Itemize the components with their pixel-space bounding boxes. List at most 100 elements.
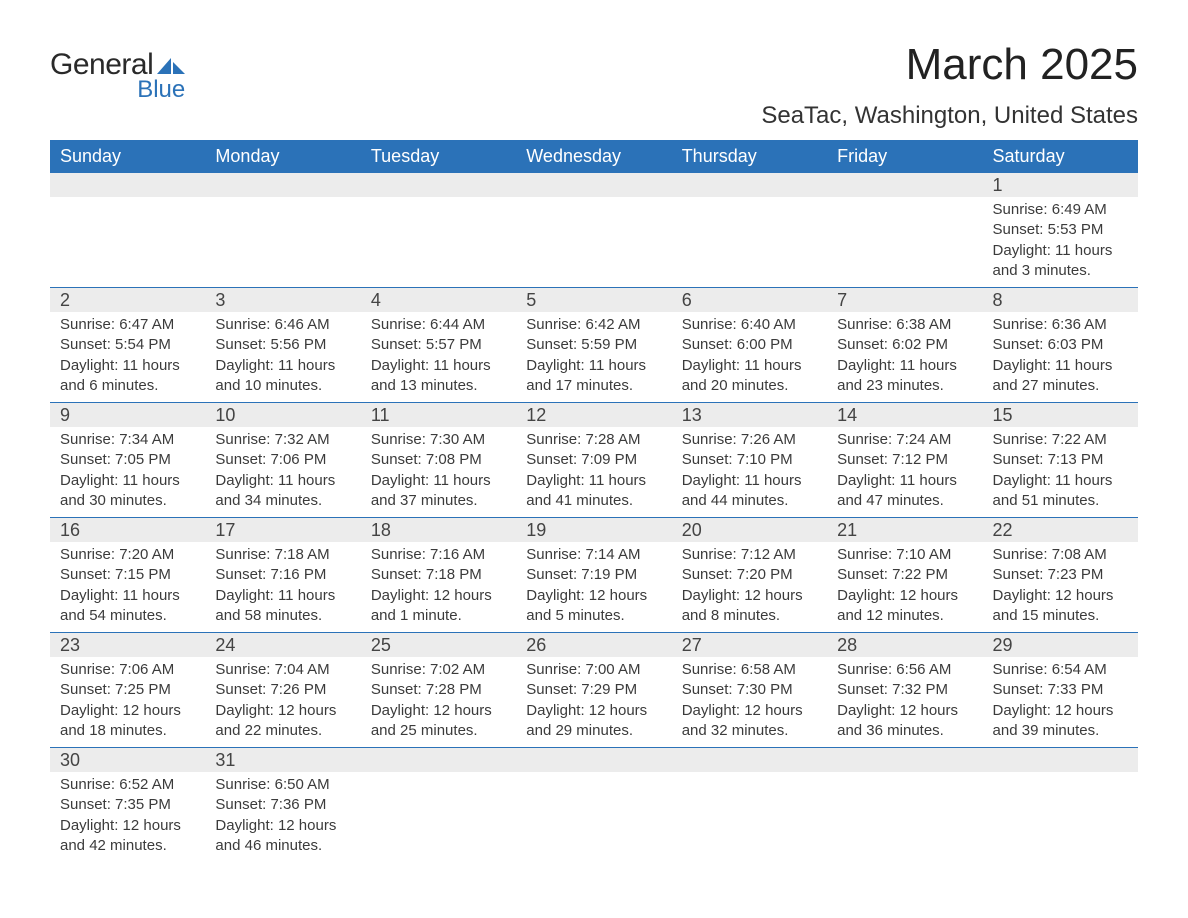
day-number-cell	[827, 173, 982, 197]
day-header-row: Sunday Monday Tuesday Wednesday Thursday…	[50, 140, 1138, 173]
day-header-sat: Saturday	[983, 140, 1138, 173]
day-number-cell: 8	[983, 288, 1138, 313]
daynum-row: 2345678	[50, 288, 1138, 313]
day-details: Sunrise: 6:47 AMSunset: 5:54 PMDaylight:…	[60, 315, 195, 396]
day-detail-cell: Sunrise: 6:47 AMSunset: 5:54 PMDaylight:…	[50, 312, 205, 403]
day-detail-cell: Sunrise: 7:06 AMSunset: 7:25 PMDaylight:…	[50, 657, 205, 748]
day-number-cell: 23	[50, 633, 205, 658]
day-number-cell	[672, 748, 827, 773]
day-detail-cell: Sunrise: 6:42 AMSunset: 5:59 PMDaylight:…	[516, 312, 671, 403]
day-details: Sunrise: 7:16 AMSunset: 7:18 PMDaylight:…	[371, 545, 506, 626]
day-number-cell: 10	[205, 403, 360, 428]
day-detail-cell: Sunrise: 6:38 AMSunset: 6:02 PMDaylight:…	[827, 312, 982, 403]
day-detail-cell	[516, 197, 671, 288]
day-number-cell: 17	[205, 518, 360, 543]
day-details: Sunrise: 7:28 AMSunset: 7:09 PMDaylight:…	[526, 430, 661, 511]
daynum-row: 16171819202122	[50, 518, 1138, 543]
day-detail-cell: Sunrise: 7:28 AMSunset: 7:09 PMDaylight:…	[516, 427, 671, 518]
day-detail-cell: Sunrise: 6:46 AMSunset: 5:56 PMDaylight:…	[205, 312, 360, 403]
day-details: Sunrise: 6:58 AMSunset: 7:30 PMDaylight:…	[682, 660, 817, 741]
day-detail-cell	[827, 772, 982, 862]
day-details: Sunrise: 7:24 AMSunset: 7:12 PMDaylight:…	[837, 430, 972, 511]
daynum-row: 23242526272829	[50, 633, 1138, 658]
day-number-cell: 30	[50, 748, 205, 773]
day-number-cell: 27	[672, 633, 827, 658]
day-details: Sunrise: 7:34 AMSunset: 7:05 PMDaylight:…	[60, 430, 195, 511]
day-details: Sunrise: 6:40 AMSunset: 6:00 PMDaylight:…	[682, 315, 817, 396]
day-number-cell: 18	[361, 518, 516, 543]
day-number-cell: 28	[827, 633, 982, 658]
day-details: Sunrise: 7:32 AMSunset: 7:06 PMDaylight:…	[215, 430, 350, 511]
day-number-cell: 7	[827, 288, 982, 313]
day-number-cell: 24	[205, 633, 360, 658]
day-number-cell: 6	[672, 288, 827, 313]
day-detail-cell: Sunrise: 6:49 AMSunset: 5:53 PMDaylight:…	[983, 197, 1138, 288]
day-details: Sunrise: 7:02 AMSunset: 7:28 PMDaylight:…	[371, 660, 506, 741]
day-header-wed: Wednesday	[516, 140, 671, 173]
day-detail-cell	[672, 772, 827, 862]
daydata-row: Sunrise: 7:34 AMSunset: 7:05 PMDaylight:…	[50, 427, 1138, 518]
day-details: Sunrise: 6:54 AMSunset: 7:33 PMDaylight:…	[993, 660, 1128, 741]
day-details: Sunrise: 7:08 AMSunset: 7:23 PMDaylight:…	[993, 545, 1128, 626]
day-number-cell: 25	[361, 633, 516, 658]
day-details: Sunrise: 7:12 AMSunset: 7:20 PMDaylight:…	[682, 545, 817, 626]
day-number-cell	[50, 173, 205, 197]
day-details: Sunrise: 7:00 AMSunset: 7:29 PMDaylight:…	[526, 660, 661, 741]
day-detail-cell: Sunrise: 6:56 AMSunset: 7:32 PMDaylight:…	[827, 657, 982, 748]
day-details: Sunrise: 6:50 AMSunset: 7:36 PMDaylight:…	[215, 775, 350, 856]
day-details: Sunrise: 7:20 AMSunset: 7:15 PMDaylight:…	[60, 545, 195, 626]
day-number-cell: 14	[827, 403, 982, 428]
day-detail-cell: Sunrise: 6:58 AMSunset: 7:30 PMDaylight:…	[672, 657, 827, 748]
day-detail-cell	[205, 197, 360, 288]
daynum-row: 9101112131415	[50, 403, 1138, 428]
calendar-body: 1 Sunrise: 6:49 AMSunset: 5:53 PMDayligh…	[50, 173, 1138, 862]
day-detail-cell	[50, 197, 205, 288]
month-title: March 2025	[761, 40, 1138, 90]
header: General Blue March 2025 SeaTac, Washingt…	[50, 40, 1138, 134]
daydata-row: Sunrise: 6:49 AMSunset: 5:53 PMDaylight:…	[50, 197, 1138, 288]
day-number-cell: 2	[50, 288, 205, 313]
daynum-row: 1	[50, 173, 1138, 197]
day-detail-cell: Sunrise: 7:16 AMSunset: 7:18 PMDaylight:…	[361, 542, 516, 633]
day-details: Sunrise: 7:18 AMSunset: 7:16 PMDaylight:…	[215, 545, 350, 626]
day-number-cell	[516, 173, 671, 197]
daydata-row: Sunrise: 6:52 AMSunset: 7:35 PMDaylight:…	[50, 772, 1138, 862]
day-details: Sunrise: 7:22 AMSunset: 7:13 PMDaylight:…	[993, 430, 1128, 511]
day-number-cell: 4	[361, 288, 516, 313]
day-detail-cell: Sunrise: 7:30 AMSunset: 7:08 PMDaylight:…	[361, 427, 516, 518]
day-detail-cell: Sunrise: 7:04 AMSunset: 7:26 PMDaylight:…	[205, 657, 360, 748]
day-number-cell	[827, 748, 982, 773]
day-detail-cell: Sunrise: 7:26 AMSunset: 7:10 PMDaylight:…	[672, 427, 827, 518]
day-number-cell: 20	[672, 518, 827, 543]
day-number-cell	[672, 173, 827, 197]
day-detail-cell	[672, 197, 827, 288]
day-number-cell	[361, 748, 516, 773]
day-number-cell	[205, 173, 360, 197]
day-details: Sunrise: 6:36 AMSunset: 6:03 PMDaylight:…	[993, 315, 1128, 396]
day-detail-cell: Sunrise: 7:22 AMSunset: 7:13 PMDaylight:…	[983, 427, 1138, 518]
day-detail-cell: Sunrise: 7:20 AMSunset: 7:15 PMDaylight:…	[50, 542, 205, 633]
day-detail-cell: Sunrise: 6:52 AMSunset: 7:35 PMDaylight:…	[50, 772, 205, 862]
day-number-cell: 19	[516, 518, 671, 543]
day-number-cell	[516, 748, 671, 773]
day-header-fri: Friday	[827, 140, 982, 173]
day-details: Sunrise: 6:42 AMSunset: 5:59 PMDaylight:…	[526, 315, 661, 396]
day-details: Sunrise: 7:10 AMSunset: 7:22 PMDaylight:…	[837, 545, 972, 626]
day-detail-cell: Sunrise: 7:32 AMSunset: 7:06 PMDaylight:…	[205, 427, 360, 518]
day-detail-cell: Sunrise: 6:44 AMSunset: 5:57 PMDaylight:…	[361, 312, 516, 403]
day-details: Sunrise: 7:06 AMSunset: 7:25 PMDaylight:…	[60, 660, 195, 741]
day-header-mon: Monday	[205, 140, 360, 173]
day-detail-cell: Sunrise: 6:54 AMSunset: 7:33 PMDaylight:…	[983, 657, 1138, 748]
day-detail-cell: Sunrise: 6:40 AMSunset: 6:00 PMDaylight:…	[672, 312, 827, 403]
day-number-cell: 15	[983, 403, 1138, 428]
logo: General Blue	[50, 48, 185, 104]
day-detail-cell: Sunrise: 7:00 AMSunset: 7:29 PMDaylight:…	[516, 657, 671, 748]
day-number-cell: 22	[983, 518, 1138, 543]
day-number-cell: 1	[983, 173, 1138, 197]
day-detail-cell	[361, 197, 516, 288]
day-detail-cell	[516, 772, 671, 862]
day-details: Sunrise: 7:14 AMSunset: 7:19 PMDaylight:…	[526, 545, 661, 626]
day-detail-cell: Sunrise: 6:36 AMSunset: 6:03 PMDaylight:…	[983, 312, 1138, 403]
day-detail-cell: Sunrise: 7:02 AMSunset: 7:28 PMDaylight:…	[361, 657, 516, 748]
day-number-cell: 12	[516, 403, 671, 428]
